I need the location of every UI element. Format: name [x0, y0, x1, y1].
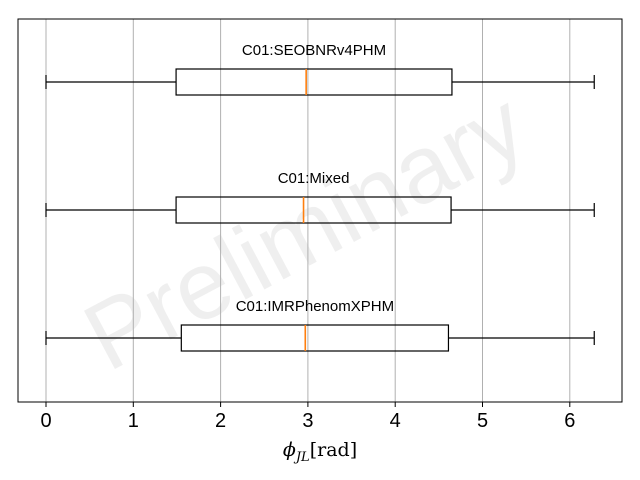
- box-iqr: [175, 196, 452, 224]
- box-label: C01:Mixed: [278, 170, 350, 187]
- x-tick-label-1: 1: [128, 410, 139, 432]
- x-tick-label-0: 0: [40, 410, 51, 432]
- box-iqr: [180, 324, 450, 352]
- x-axis-symbol: ϕ: [283, 439, 296, 461]
- box-label: C01:IMRPhenomXPHM: [236, 298, 394, 315]
- x-tick-label-3: 3: [302, 410, 313, 432]
- x-axis-ticks: 0 1 2 3 4 5 6: [40, 402, 575, 432]
- x-tick-label-5: 5: [477, 410, 488, 432]
- box-iqr: [175, 68, 453, 96]
- plot-frame: [17, 18, 623, 403]
- box-label: C01:SEOBNRv4PHM: [242, 42, 386, 59]
- x-tick-label-2: 2: [215, 410, 226, 432]
- x-axis-unit: [rad]: [310, 439, 357, 461]
- box-group-1: C01:SEOBNRv4PHM: [45, 42, 595, 96]
- box-group-2: C01:Mixed: [45, 170, 595, 224]
- x-axis-subscript: JL: [293, 450, 310, 465]
- x-tick-label-4: 4: [390, 410, 401, 432]
- x-axis-label: ϕJL[rad]: [283, 439, 357, 465]
- box-group-3: C01:IMRPhenomXPHM: [45, 298, 595, 352]
- x-tick-label-6: 6: [564, 410, 575, 432]
- box-series: C01:SEOBNRv4PHM C01:Mixed C01:IMRPhenomXPH…: [45, 42, 595, 352]
